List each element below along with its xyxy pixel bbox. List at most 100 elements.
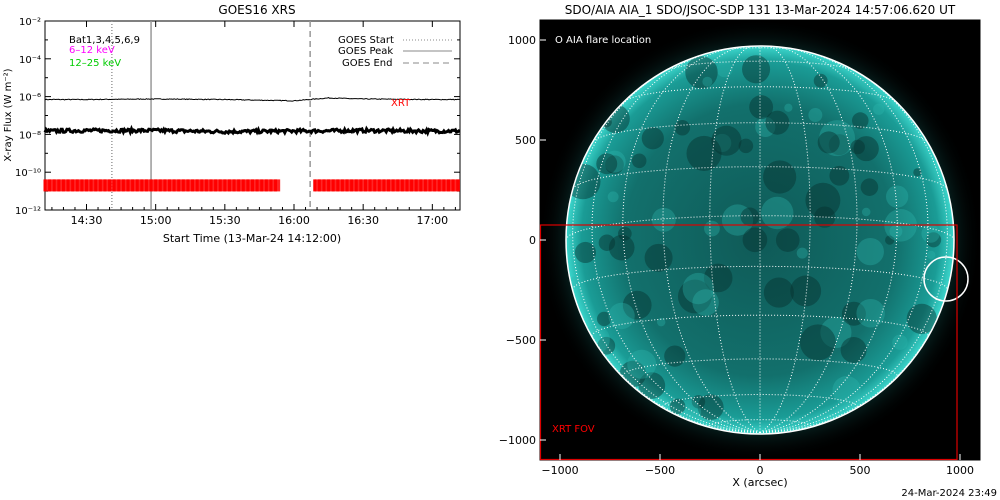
- legend-goes-peak: GOES Peak: [338, 46, 393, 57]
- x-tick-label: 15:00: [140, 214, 172, 227]
- active-region: [692, 289, 719, 316]
- goes-title: GOES16 XRS: [218, 3, 295, 17]
- parallel: [592, 122, 928, 142]
- coronal-hole: [926, 232, 942, 248]
- coronal-hole: [608, 234, 635, 261]
- coronal-hole: [742, 55, 771, 84]
- meridian: [759, 50, 929, 433]
- meridian: [759, 65, 948, 433]
- coronal-hole: [597, 336, 616, 355]
- coronal-hole: [686, 135, 722, 171]
- active-region: [721, 204, 754, 236]
- active-region: [926, 250, 936, 260]
- coronal-hole: [664, 345, 686, 367]
- coronal-hole: [817, 131, 840, 154]
- active-region: [921, 224, 940, 243]
- coronal-hole: [641, 127, 664, 150]
- y-tick-label: 1000: [508, 34, 536, 47]
- coronal-hole: [763, 277, 794, 308]
- active-region: [702, 76, 713, 87]
- coronal-hole: [703, 263, 733, 293]
- active-region: [713, 133, 732, 153]
- parallel: [566, 215, 954, 241]
- meridian: [591, 50, 761, 433]
- active-region: [761, 196, 794, 230]
- legend-goes-start: GOES Start: [338, 35, 394, 46]
- active-region: [856, 298, 885, 328]
- y-tick-label: 10⁻⁶: [19, 93, 41, 104]
- legend-detectors: Bat1,3,4,5,6,9: [69, 35, 140, 46]
- footer-timestamp: 24-Mar-2024 23:49: [901, 488, 997, 499]
- coronal-hole: [805, 182, 841, 218]
- active-region: [608, 302, 635, 330]
- meridian: [572, 65, 761, 433]
- aia-title: SDO/AIA AIA_1 SDO/JSOC-SDP 131 13-Mar-20…: [565, 3, 956, 17]
- x-tick-label: −1000: [541, 464, 578, 477]
- coronal-hole: [885, 235, 895, 245]
- coronal-hole: [598, 234, 616, 251]
- parallel: [666, 60, 854, 71]
- coronal-hole: [740, 207, 760, 227]
- goes-xrs-panel: GOES16 XRS 10⁻¹² 10⁻¹⁰ 10⁻⁸ 10⁻⁶ 10⁻⁴ 10⁻² 14:…: [3, 3, 461, 245]
- y-tick-label: −500: [506, 334, 536, 347]
- xrt-coverage-bar: [45, 179, 281, 192]
- coronal-hole: [669, 398, 686, 415]
- coronal-hole: [840, 337, 867, 363]
- series-line-short: [43, 124, 461, 137]
- coronal-hole: [813, 73, 828, 88]
- y-tick-label: 10⁻²: [19, 17, 41, 28]
- parallel: [572, 265, 948, 290]
- coronal-hole: [691, 395, 706, 409]
- parallel: [709, 419, 811, 427]
- y-tick-label: 500: [515, 134, 536, 147]
- coronal-hole: [622, 290, 652, 320]
- meridian: [759, 47, 898, 433]
- coronal-hole: [913, 168, 922, 177]
- coronal-hole: [697, 394, 724, 421]
- xrt-fov-box: [539, 224, 958, 461]
- active-region: [819, 120, 856, 157]
- aia-image-panel: SDO/AIA AIA_1 SDO/JSOC-SDP 131 13-Mar-20…: [499, 3, 982, 489]
- coronal-hole: [749, 95, 774, 119]
- coronal-hole: [851, 112, 869, 129]
- active-region: [607, 191, 619, 203]
- coronal-hole: [738, 138, 754, 154]
- parallel: [662, 394, 858, 407]
- meridian: [759, 46, 811, 433]
- coronal-hole: [631, 153, 647, 169]
- x-tick-label: 15:30: [209, 214, 241, 227]
- y-tick-label: 0: [529, 234, 536, 247]
- coronal-hole: [711, 125, 742, 156]
- coronal-hole: [775, 228, 800, 252]
- active-region: [784, 103, 793, 112]
- xrt-label: XRT: [391, 98, 411, 109]
- y-tick-label: 10⁻⁴: [19, 55, 41, 66]
- coronal-hole: [674, 120, 691, 136]
- y-tick-label: 10⁻¹²: [15, 206, 41, 217]
- coronal-hole: [618, 226, 632, 241]
- aia-x-axis-label: X (arcsec): [732, 476, 787, 489]
- coronal-hole: [574, 241, 596, 264]
- coronal-hole: [828, 134, 850, 156]
- coronal-hole: [742, 227, 768, 253]
- legend-6-12-kev: 6–12 keV: [69, 45, 115, 56]
- series-line-long: [44, 97, 461, 102]
- x-tick-label: 16:30: [347, 214, 379, 227]
- goes-y-axis-label: X-ray Flux (W m⁻²): [3, 68, 14, 161]
- coronal-hole: [850, 139, 865, 155]
- coronal-hole: [860, 178, 879, 196]
- active-region: [808, 108, 823, 123]
- coronal-hole: [790, 275, 822, 307]
- meridian: [709, 46, 761, 433]
- flare-location-circle: [923, 256, 969, 302]
- x-tick-label: 17:00: [416, 214, 448, 227]
- x-tick-label: 16:00: [278, 214, 310, 227]
- active-region: [682, 272, 714, 305]
- goes-plot-frame: [44, 20, 461, 211]
- active-region: [651, 207, 676, 232]
- xrt-fov-label: XRT FOV: [552, 424, 595, 435]
- coronal-hole: [605, 155, 624, 175]
- coronal-hole: [814, 206, 836, 228]
- coronal-hole: [841, 301, 866, 326]
- y-tick-label: −1000: [499, 434, 536, 447]
